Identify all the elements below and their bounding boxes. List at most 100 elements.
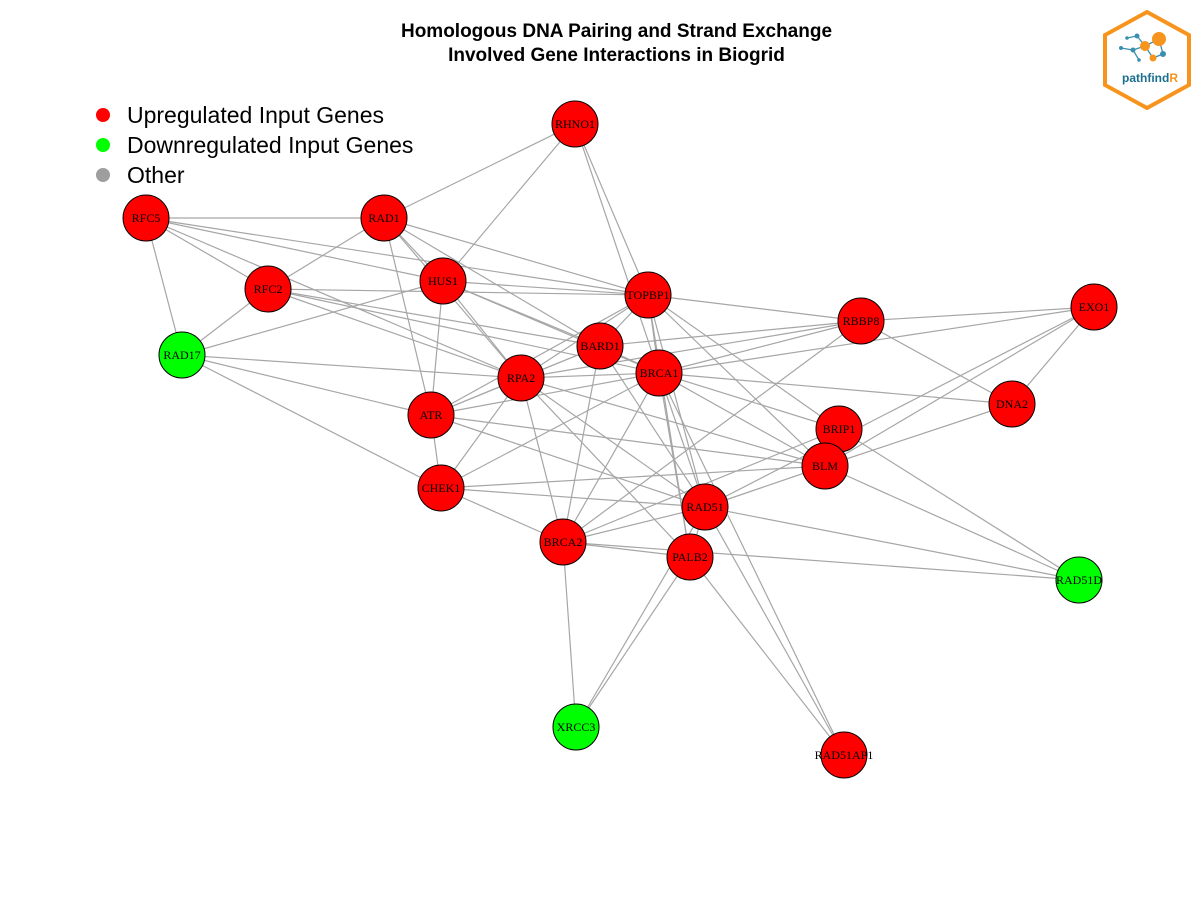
- edge-blm-chek1: [440, 465, 826, 489]
- node-label-rad51d: RAD51D: [1056, 573, 1102, 587]
- edge-brca1-atr: [430, 372, 660, 416]
- node-label-rad17: RAD17: [163, 348, 200, 362]
- edge-rfc5-rad17: [145, 217, 183, 356]
- legend-label-upregulated: Upregulated Input Genes: [127, 101, 385, 128]
- node-rhno1: RHNO1: [551, 100, 599, 148]
- edge-brca1-palb2: [658, 372, 691, 558]
- edge-rfc5-hus1: [145, 217, 444, 282]
- edge-rhno1-topbp1: [574, 123, 649, 296]
- legend-label-downregulated: Downregulated Input Genes: [127, 131, 414, 158]
- legend-dot-upregulated: [96, 108, 110, 122]
- edge-rhno1-rad1: [383, 123, 576, 219]
- node-label-topbp1: TOPBP1: [626, 288, 669, 302]
- logo-network-nodes: [1119, 32, 1166, 62]
- node-label-exo1: EXO1: [1079, 300, 1110, 314]
- edge-rbbp8-brca2: [562, 320, 862, 543]
- node-rad51d: RAD51D: [1055, 556, 1103, 604]
- edge-rpa2-palb2: [520, 377, 691, 558]
- node-hus1: HUS1: [419, 257, 467, 305]
- node-blm: BLM: [801, 442, 849, 490]
- node-label-brca1: BRCA1: [640, 366, 679, 380]
- node-label-atr: ATR: [420, 408, 443, 422]
- node-label-rad1: RAD1: [368, 211, 399, 225]
- node-rfc2: RFC2: [244, 265, 292, 313]
- edge-topbp1-blm: [647, 294, 826, 467]
- edge-bard1-brca2: [562, 345, 601, 543]
- node-label-rad51: RAD51: [686, 500, 723, 514]
- node-circle-blm: [801, 442, 849, 490]
- node-xrcc3: XRCC3: [552, 703, 600, 751]
- edge-rpa2-rad51: [520, 377, 706, 508]
- edge-rfc5-rpa2: [145, 217, 522, 379]
- legend-label-other: Other: [127, 161, 185, 188]
- edge-hus1-rad17: [181, 280, 444, 356]
- edge-rpa2-brca2: [520, 377, 564, 543]
- node-label-dna2: DNA2: [996, 397, 1028, 411]
- node-label-xrcc3: XRCC3: [557, 720, 596, 734]
- legend-dot-other: [96, 168, 110, 182]
- node-exo1: EXO1: [1070, 283, 1118, 331]
- edge-exo1-rad51: [704, 306, 1095, 508]
- node-label-rbbp8: RBBP8: [843, 314, 880, 328]
- edge-exo1-blm: [824, 306, 1095, 467]
- node-label-rad51ap1: RAD51AP1: [815, 748, 874, 762]
- edge-rbbp8-dna2: [860, 320, 1013, 405]
- node-brca2: BRCA2: [539, 518, 587, 566]
- node-circle-brca1: [635, 349, 683, 397]
- node-circle-palb2: [666, 533, 714, 581]
- edge-rad17-rpa2: [181, 354, 522, 379]
- node-bard1: BARD1: [576, 322, 624, 370]
- node-label-rpa2: RPA2: [507, 371, 535, 385]
- edge-rad51-brca2: [562, 506, 706, 543]
- node-circle-chek1: [417, 464, 465, 512]
- node-chek1: CHEK1: [417, 464, 465, 512]
- node-palb2: PALB2: [666, 533, 714, 581]
- node-circle-rbbp8: [837, 297, 885, 345]
- edge-topbp1-rbbp8: [647, 294, 862, 322]
- edge-topbp1-brip1: [647, 294, 840, 430]
- edge-rad1-atr: [383, 217, 432, 416]
- node-rad51ap1: RAD51AP1: [815, 731, 874, 779]
- edge-brca1-blm: [658, 372, 826, 467]
- node-circle-rad17: [158, 331, 206, 379]
- node-label-blm: BLM: [812, 459, 838, 473]
- edge-rhno1-hus1: [442, 123, 576, 282]
- node-dna2: DNA2: [988, 380, 1036, 428]
- edge-brca1-rad51ap1: [658, 372, 845, 756]
- edge-rad1-bard1: [383, 217, 601, 347]
- edge-rbbp8-exo1: [860, 306, 1095, 322]
- node-label-rfc5: RFC5: [132, 211, 161, 225]
- edge-chek1-rad51: [440, 487, 706, 508]
- node-circle-rfc5: [122, 194, 170, 242]
- node-circle-rfc2: [244, 265, 292, 313]
- logo-hexagon: [1103, 10, 1191, 110]
- edge-brca2-xrcc3: [562, 541, 577, 728]
- edge-brca1-dna2: [658, 372, 1013, 405]
- edge-rfc5-topbp1: [145, 217, 649, 296]
- node-label-brip1: BRIP1: [823, 422, 856, 436]
- edge-palb2-rad51ap1: [689, 556, 845, 756]
- node-circle-rad51d: [1055, 556, 1103, 604]
- node-circle-rad51ap1: [820, 731, 868, 779]
- node-label-rhno1: RHNO1: [555, 117, 595, 131]
- node-circle-rad51: [681, 483, 729, 531]
- node-circle-exo1: [1070, 283, 1118, 331]
- node-circle-brca2: [539, 518, 587, 566]
- node-rad17: RAD17: [158, 331, 206, 379]
- node-brca1: BRCA1: [635, 349, 683, 397]
- edge-blm-rad51d: [824, 465, 1080, 581]
- edge-palb2-xrcc3: [575, 556, 691, 728]
- edge-hus1-topbp1: [442, 280, 649, 296]
- node-circle-rad1: [360, 194, 408, 242]
- edge-topbp1-rad51: [647, 294, 706, 508]
- edge-topbp1-atr: [430, 294, 649, 416]
- edge-brip1-rad51d: [838, 428, 1080, 581]
- edge-blm-dna2: [824, 403, 1013, 467]
- node-label-chek1: CHEK1: [422, 481, 461, 495]
- legend: Upregulated Input Genes Downregulated In…: [96, 100, 413, 190]
- edge-rpa2-blm: [520, 377, 826, 467]
- edge-rbbp8-bard1: [599, 320, 862, 347]
- node-rad1: RAD1: [360, 194, 408, 242]
- edge-rfc2-bard1: [267, 288, 601, 347]
